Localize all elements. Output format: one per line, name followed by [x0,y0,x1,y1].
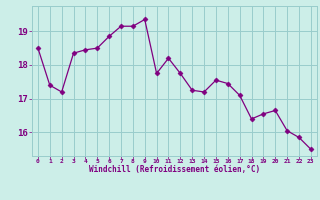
X-axis label: Windchill (Refroidissement éolien,°C): Windchill (Refroidissement éolien,°C) [89,165,260,174]
